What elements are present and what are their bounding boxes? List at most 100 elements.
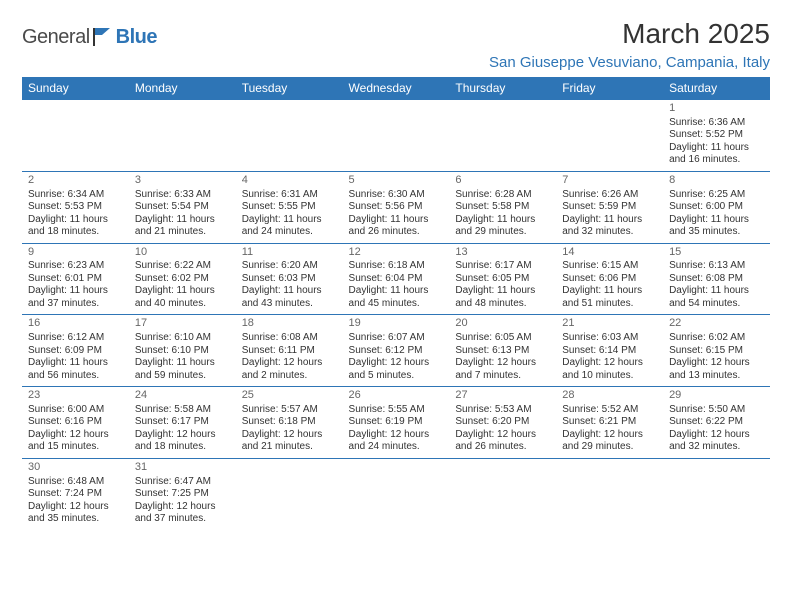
day-detail-line: Sunrise: 5:53 AM <box>455 404 550 417</box>
day-number: 26 <box>349 389 444 403</box>
calendar-header-row: SundayMondayTuesdayWednesdayThursdayFrid… <box>22 77 770 100</box>
day-detail-line: Sunset: 6:19 PM <box>349 416 444 429</box>
day-detail-line: Daylight: 11 hours <box>28 285 123 298</box>
calendar-empty-cell <box>556 100 663 172</box>
calendar-day-cell: 30Sunrise: 6:48 AMSunset: 7:24 PMDayligh… <box>22 458 129 529</box>
day-number: 25 <box>242 389 337 403</box>
calendar-day-cell: 5Sunrise: 6:30 AMSunset: 5:56 PMDaylight… <box>343 171 450 243</box>
day-detail-line: Sunrise: 6:12 AM <box>28 332 123 345</box>
day-detail-line: and 35 minutes. <box>28 513 123 526</box>
day-detail-line: Daylight: 11 hours <box>242 214 337 227</box>
day-detail-line: Sunrise: 6:17 AM <box>455 260 550 273</box>
day-detail-line: Daylight: 11 hours <box>562 214 657 227</box>
calendar-day-cell: 22Sunrise: 6:02 AMSunset: 6:15 PMDayligh… <box>663 315 770 387</box>
calendar-day-cell: 15Sunrise: 6:13 AMSunset: 6:08 PMDayligh… <box>663 243 770 315</box>
day-detail-line: and 18 minutes. <box>28 226 123 239</box>
calendar-week-row: 23Sunrise: 6:00 AMSunset: 6:16 PMDayligh… <box>22 387 770 459</box>
day-detail-line: Sunset: 6:05 PM <box>455 273 550 286</box>
day-number: 3 <box>135 174 230 188</box>
day-detail-line: Daylight: 11 hours <box>349 285 444 298</box>
day-detail-line: Sunrise: 6:15 AM <box>562 260 657 273</box>
calendar-day-cell: 9Sunrise: 6:23 AMSunset: 6:01 PMDaylight… <box>22 243 129 315</box>
calendar-empty-cell <box>556 458 663 529</box>
day-detail-line: Sunset: 6:09 PM <box>28 345 123 358</box>
day-detail-line: Sunrise: 6:08 AM <box>242 332 337 345</box>
day-detail-line: and 45 minutes. <box>349 298 444 311</box>
day-detail-line: and 21 minutes. <box>242 441 337 454</box>
day-detail-line: Daylight: 11 hours <box>135 214 230 227</box>
day-detail-line: and 56 minutes. <box>28 370 123 383</box>
day-detail-line: Sunset: 6:10 PM <box>135 345 230 358</box>
calendar-day-cell: 14Sunrise: 6:15 AMSunset: 6:06 PMDayligh… <box>556 243 663 315</box>
day-detail-line: Sunset: 5:55 PM <box>242 201 337 214</box>
calendar-day-cell: 3Sunrise: 6:33 AMSunset: 5:54 PMDaylight… <box>129 171 236 243</box>
weekday-header: Sunday <box>22 77 129 100</box>
day-number: 20 <box>455 317 550 331</box>
calendar-day-cell: 28Sunrise: 5:52 AMSunset: 6:21 PMDayligh… <box>556 387 663 459</box>
day-detail-line: and 24 minutes. <box>242 226 337 239</box>
calendar-day-cell: 26Sunrise: 5:55 AMSunset: 6:19 PMDayligh… <box>343 387 450 459</box>
day-detail-line: Daylight: 12 hours <box>28 429 123 442</box>
day-detail-line: and 35 minutes. <box>669 226 764 239</box>
day-detail-line: Sunrise: 6:18 AM <box>349 260 444 273</box>
day-detail-line: Sunrise: 6:26 AM <box>562 189 657 202</box>
day-detail-line: Sunset: 5:54 PM <box>135 201 230 214</box>
brand-name-1: General <box>22 26 90 49</box>
calendar-week-row: 16Sunrise: 6:12 AMSunset: 6:09 PM Dayligh… <box>22 315 770 387</box>
day-detail-line: and 24 minutes. <box>349 441 444 454</box>
day-number: 2 <box>28 174 123 188</box>
day-number: 16 <box>28 317 123 331</box>
day-detail-line: and 5 minutes. <box>349 370 444 383</box>
calendar-empty-cell <box>129 100 236 172</box>
day-detail-line: Daylight: 12 hours <box>135 501 230 514</box>
day-number: 8 <box>669 174 764 188</box>
day-detail-line: Sunset: 7:25 PM <box>135 488 230 501</box>
calendar-body: 1Sunrise: 6:36 AMSunset: 5:52 PMDaylight… <box>22 100 770 530</box>
day-detail-line: Sunrise: 6:25 AM <box>669 189 764 202</box>
day-detail-line: Sunset: 6:02 PM <box>135 273 230 286</box>
day-detail-line: Daylight: 12 hours <box>135 429 230 442</box>
calendar-day-cell: 10Sunrise: 6:22 AMSunset: 6:02 PMDayligh… <box>129 243 236 315</box>
day-number: 18 <box>242 317 337 331</box>
calendar-week-row: 2Sunrise: 6:34 AMSunset: 5:53 PMDaylight… <box>22 171 770 243</box>
day-detail-line: Sunrise: 6:28 AM <box>455 189 550 202</box>
day-detail-line: Daylight: 12 hours <box>669 429 764 442</box>
calendar-day-cell: 17Sunrise: 6:10 AMSunset: 6:10 PMDayligh… <box>129 315 236 387</box>
day-detail-line: and 43 minutes. <box>242 298 337 311</box>
day-detail-line: Sunset: 6:22 PM <box>669 416 764 429</box>
calendar-day-cell: 4Sunrise: 6:31 AMSunset: 5:55 PMDaylight… <box>236 171 343 243</box>
calendar-page: General Blue March 2025 San Giuseppe Ves… <box>0 0 792 540</box>
day-detail-line: Daylight: 11 hours <box>455 214 550 227</box>
calendar-week-row: 30Sunrise: 6:48 AMSunset: 7:24 PMDayligh… <box>22 458 770 529</box>
calendar-day-cell: 24Sunrise: 5:58 AMSunset: 6:17 PMDayligh… <box>129 387 236 459</box>
weekday-header: Thursday <box>449 77 556 100</box>
day-detail-line: Sunset: 7:24 PM <box>28 488 123 501</box>
calendar-day-cell: 29Sunrise: 5:50 AMSunset: 6:22 PMDayligh… <box>663 387 770 459</box>
day-detail-line: Daylight: 12 hours <box>562 429 657 442</box>
day-detail-line: Daylight: 12 hours <box>669 357 764 370</box>
calendar-table: SundayMondayTuesdayWednesdayThursdayFrid… <box>22 77 770 530</box>
day-detail-line: Daylight: 12 hours <box>242 357 337 370</box>
day-detail-line: and 51 minutes. <box>562 298 657 311</box>
day-detail-line: Daylight: 11 hours <box>562 285 657 298</box>
day-detail-line: Daylight: 12 hours <box>562 357 657 370</box>
day-number: 1 <box>669 102 764 116</box>
day-detail-line: Daylight: 11 hours <box>349 214 444 227</box>
day-detail-line: and 32 minutes. <box>562 226 657 239</box>
day-detail-line: and 2 minutes. <box>242 370 337 383</box>
day-detail-line: Sunrise: 6:10 AM <box>135 332 230 345</box>
day-detail-line: Sunrise: 6:23 AM <box>28 260 123 273</box>
day-detail-line: Daylight: 12 hours <box>242 429 337 442</box>
day-number: 10 <box>135 246 230 260</box>
day-number: 9 <box>28 246 123 260</box>
day-detail-line: Sunrise: 6:30 AM <box>349 189 444 202</box>
day-detail-line: and 26 minutes. <box>349 226 444 239</box>
day-detail-line: Daylight: 11 hours <box>455 285 550 298</box>
day-detail-line: Sunrise: 5:57 AM <box>242 404 337 417</box>
day-detail-line: Sunset: 6:03 PM <box>242 273 337 286</box>
day-detail-line: Sunrise: 5:58 AM <box>135 404 230 417</box>
day-number: 6 <box>455 174 550 188</box>
calendar-day-cell: 2Sunrise: 6:34 AMSunset: 5:53 PMDaylight… <box>22 171 129 243</box>
day-detail-line: Sunrise: 5:52 AM <box>562 404 657 417</box>
day-detail-line: Sunset: 6:12 PM <box>349 345 444 358</box>
